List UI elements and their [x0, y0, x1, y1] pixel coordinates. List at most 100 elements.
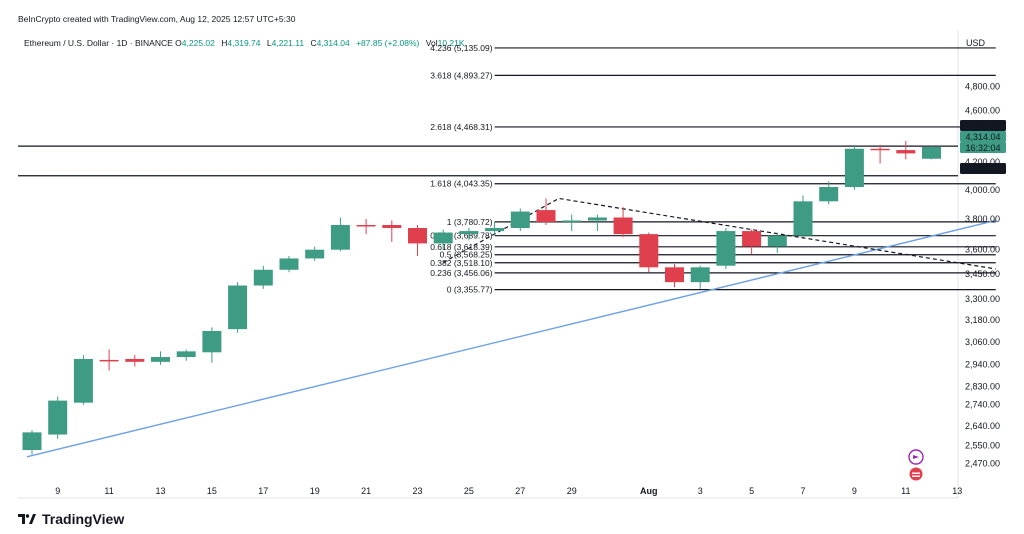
- candle-body: [176, 351, 196, 358]
- open-label: O: [175, 38, 182, 48]
- candle-body: [279, 258, 299, 270]
- volume-value: 10.21K: [437, 38, 465, 48]
- price-tag-text: 16:32:04: [965, 143, 1000, 153]
- fib-level-label: 0 (3,355.77): [447, 285, 493, 295]
- candle-body: [382, 224, 402, 229]
- candle-body: [613, 217, 633, 235]
- candle-body: [510, 211, 530, 229]
- candle-body: [587, 217, 607, 221]
- time-axis-tick: 5: [749, 486, 754, 496]
- candle-up: [510, 208, 530, 232]
- currency-label[interactable]: USD: [966, 38, 986, 48]
- time-axis-tick: 27: [515, 486, 525, 496]
- time-axis-tick: 21: [361, 486, 371, 496]
- candle-down: [870, 144, 890, 164]
- candle-up: [819, 181, 839, 205]
- candle-body: [330, 224, 350, 250]
- candle-up: [690, 265, 710, 289]
- time-axis-tick: 7: [800, 486, 805, 496]
- candle-up: [793, 195, 813, 238]
- change-value: +87.85 (+2.08%): [356, 38, 420, 48]
- fib-level-label: 1.618 (4,043.35): [430, 179, 493, 189]
- candle-down: [742, 229, 762, 255]
- candle-body: [665, 267, 684, 283]
- volume-label: Vol: [425, 38, 438, 48]
- candle-body: [202, 330, 222, 353]
- symbol-name[interactable]: Ethereum / U.S. Dollar · 1D · BINANCE: [24, 38, 173, 48]
- price-axis-tick: 3,300.00: [965, 294, 1000, 304]
- open-value: 4,225.02: [181, 38, 215, 48]
- candle-up: [767, 232, 787, 253]
- candle-body: [356, 224, 376, 227]
- candle-body: [870, 148, 890, 151]
- candle-body: [253, 269, 273, 286]
- candle-up: [330, 217, 350, 252]
- fib-level-label: 2.618 (4,468.31): [430, 122, 493, 132]
- pattern-dashed-lines: [442, 197, 996, 270]
- candle-body: [716, 231, 736, 266]
- tradingview-logo[interactable]: TradingView: [18, 511, 124, 527]
- candle-up: [48, 396, 68, 439]
- time-axis-tick: 3: [698, 486, 703, 496]
- close-label: C: [310, 38, 317, 48]
- fib-level-label: 0.236 (3,456.06): [430, 268, 493, 278]
- price-axis-tick: 2,740.00: [965, 400, 1000, 410]
- time-axis-tick: 13: [952, 486, 962, 496]
- candle-down: [896, 140, 916, 160]
- tradingview-logo-icon: [18, 514, 36, 524]
- time-axis[interactable]: 9 11 13 15 17 19 21 23 25 27 29 Aug 3 5 7 9 11 13: [55, 486, 962, 496]
- candle-body: [22, 432, 42, 451]
- time-axis-tick: 23: [412, 486, 422, 496]
- price-tag: 4,320.22: [960, 120, 1006, 131]
- time-axis-tick: Aug: [640, 486, 658, 496]
- candle-body: [408, 228, 427, 244]
- candle-body: [151, 357, 170, 362]
- candle-down: [99, 349, 119, 371]
- time-axis-tick: 25: [464, 486, 474, 496]
- candle-up: [459, 228, 479, 241]
- candle-body: [48, 400, 68, 435]
- candle-body: [125, 358, 145, 362]
- candle-down: [382, 220, 402, 242]
- price-axis-tick: 3,180.00: [965, 315, 1000, 325]
- candle-body: [690, 267, 710, 283]
- time-axis-tick: 15: [207, 486, 217, 496]
- flag-icon[interactable]: [909, 467, 923, 481]
- fib-level-label: 4.236 (5,135.09): [430, 43, 493, 53]
- candle-body: [459, 231, 479, 235]
- time-axis-tick: 17: [258, 486, 268, 496]
- replay-icon[interactable]: [908, 449, 924, 465]
- price-axis-tick: 2,550.00: [965, 441, 1000, 451]
- price-axis-tick: 3,060.00: [965, 337, 1000, 347]
- candle-up: [228, 282, 248, 333]
- fib-level-label: 0.786 (3,689.78): [430, 231, 493, 241]
- symbol-info-row: Ethereum / U.S. Dollar · 1D · BINANCE O4…: [24, 38, 469, 48]
- price-axis-tick: 2,640.00: [965, 421, 1000, 431]
- brand-name: TradingView: [42, 511, 125, 527]
- low-value: 4,221.11: [271, 38, 305, 48]
- price-tag: 16:32:04: [960, 142, 1006, 153]
- price-axis[interactable]: 4,800.00 4,600.00 4,200.00 4,000.00 3,800.00…: [965, 81, 1000, 468]
- price-tag-text: 4,320.22: [965, 121, 1000, 131]
- candle-down: [408, 224, 427, 257]
- candle-up: [151, 351, 170, 365]
- price-axis-tick: 4,000.00: [965, 185, 1000, 195]
- candle-body: [767, 235, 787, 247]
- candle-up: [202, 327, 222, 363]
- candle-up: [844, 144, 864, 190]
- high-label: H: [221, 38, 228, 48]
- price-axis-tick: 4,800.00: [965, 81, 1000, 91]
- plot-border: [18, 30, 959, 499]
- candle-up: [22, 430, 42, 455]
- close-value: 4,314.04: [316, 38, 350, 48]
- low-label: L: [266, 38, 272, 48]
- candle-up: [716, 228, 736, 269]
- chart-icons: [908, 449, 924, 481]
- candle-down: [536, 198, 556, 225]
- candle-body: [896, 150, 916, 154]
- trendlines: [26, 197, 996, 458]
- price-axis-tick: 3,600.00: [965, 245, 1000, 255]
- candle-down: [665, 264, 684, 288]
